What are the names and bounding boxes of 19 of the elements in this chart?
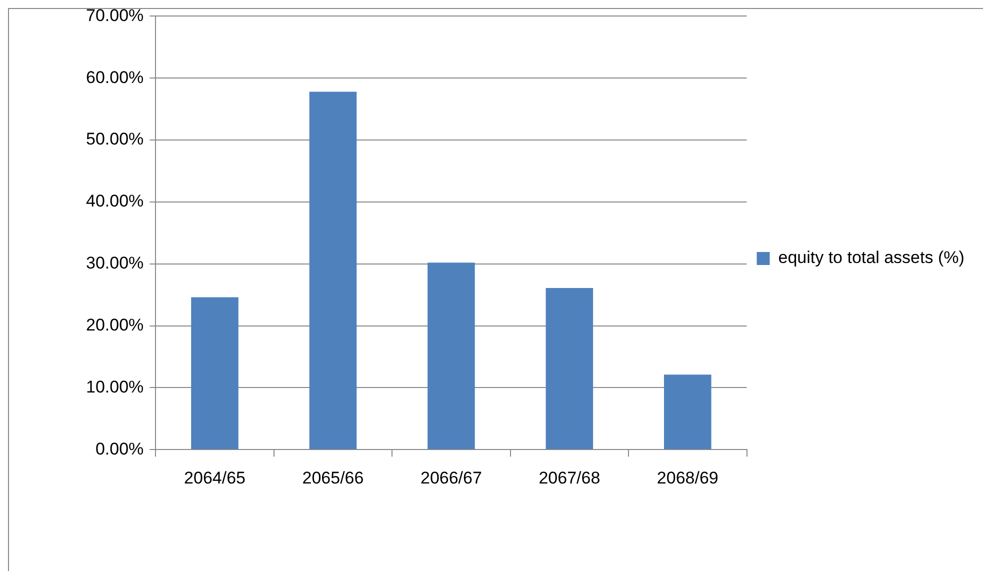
x-tick-label: 2064/65 <box>184 468 246 488</box>
y-tick-label: 40.00% <box>86 192 144 211</box>
x-tick-label: 2068/69 <box>656 468 718 488</box>
legend-label: equity to total assets (%) <box>778 248 964 268</box>
y-tick-label: 70.00% <box>86 6 144 25</box>
x-tick-label: 2066/67 <box>420 468 482 488</box>
x-tick-label: 2067/68 <box>538 468 600 488</box>
y-tick-label: 0.00% <box>95 439 144 458</box>
y-tick-label: 60.00% <box>86 68 144 87</box>
bar <box>191 297 238 450</box>
bar <box>546 288 594 450</box>
y-tick-label: 10.00% <box>86 377 144 396</box>
y-tick-label: 20.00% <box>86 315 144 334</box>
bar <box>428 262 475 450</box>
y-tick-label: 30.00% <box>86 254 144 273</box>
y-tick-label: 50.00% <box>86 130 144 149</box>
x-tick-label: 2065/66 <box>302 468 364 488</box>
bar <box>664 374 712 450</box>
bar <box>309 92 357 450</box>
